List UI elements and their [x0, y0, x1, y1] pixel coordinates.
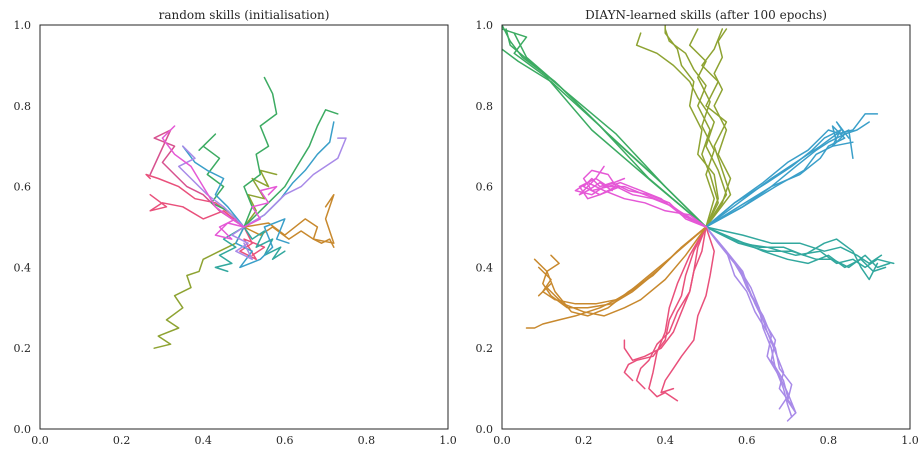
skill-trajectory	[231, 226, 253, 261]
skill-trajectory	[153, 226, 245, 349]
skill-trajectory	[198, 133, 245, 228]
skill-trajectory	[546, 226, 707, 317]
x-tick-labels: 0.0 0.2 0.4 0.6 0.8 1.0	[31, 434, 457, 447]
skill-trajectory	[537, 226, 707, 305]
skill-trajectory	[705, 226, 879, 281]
skill-trajectory	[243, 76, 278, 228]
x-tick-label: 0.8	[358, 434, 376, 447]
skill-trajectory	[705, 226, 793, 406]
x-tick-label: 0.4	[656, 434, 674, 447]
y-tick-labels: 0.0 0.2 0.4 0.6 0.8 1.0	[476, 19, 494, 436]
skill-trajectory	[705, 121, 870, 228]
skill-trajectory	[502, 48, 707, 228]
x-tick-label: 0.0	[493, 434, 511, 447]
skill-trajectory	[705, 129, 854, 228]
skill-trajectory	[243, 193, 335, 244]
skill-trajectory	[574, 177, 707, 228]
y-tick-label: 0.6	[14, 181, 32, 194]
skill-trajectory	[214, 218, 245, 240]
skill-trajectory	[214, 226, 245, 273]
skill-trajectory	[243, 121, 335, 228]
y-tick-label: 0.8	[14, 100, 32, 113]
skill-trajectory	[537, 226, 707, 317]
x-tick-label: 1.0	[439, 434, 457, 447]
skill-trajectory	[705, 226, 883, 265]
y-tick-label: 0.2	[476, 342, 494, 355]
skill-trajectory	[705, 226, 891, 269]
y-tick-labels: 0.0 0.2 0.4 0.6 0.8 1.0	[14, 19, 32, 436]
x-tick-label: 0.4	[194, 434, 212, 447]
skill-trajectory	[688, 28, 715, 228]
x-tick-label: 1.0	[901, 434, 919, 447]
skill-trajectory	[243, 226, 286, 261]
plot-area	[502, 25, 895, 422]
x-tick-label: 0.6	[738, 434, 756, 447]
chart-title: random skills (initialisation)	[159, 8, 330, 22]
skill-trajectory	[623, 226, 707, 362]
skill-trajectory	[525, 226, 707, 329]
skill-trajectory	[182, 145, 245, 228]
skill-trajectory	[243, 185, 278, 228]
panel-random-skills: random skills (initialisation) 0.0 0.2 0.4…	[14, 8, 457, 447]
skill-trajectory	[705, 113, 879, 228]
skill-trajectory	[623, 226, 707, 382]
skill-trajectory	[705, 121, 850, 228]
skill-trajectory	[635, 226, 707, 390]
chart-title: DIAYN-learned skills (after 100 epochs)	[585, 8, 827, 22]
skill-trajectory	[705, 226, 797, 414]
skill-trajectory	[660, 226, 715, 394]
x-tick-label: 0.2	[113, 434, 131, 447]
y-tick-label: 0.4	[476, 261, 494, 274]
skill-trajectory	[664, 28, 719, 228]
y-tick-label: 0.8	[476, 100, 494, 113]
plot-area	[145, 76, 347, 349]
skill-trajectory	[533, 226, 707, 309]
y-tick-label: 0.0	[476, 423, 494, 436]
y-tick-label: 0.0	[14, 423, 32, 436]
skill-trajectory	[578, 177, 707, 228]
skill-trajectory	[235, 218, 290, 269]
y-tick-label: 1.0	[476, 19, 494, 32]
skill-trajectory	[243, 137, 347, 228]
skill-trajectory	[705, 226, 789, 410]
y-tick-label: 0.4	[14, 261, 32, 274]
x-tick-label: 0.0	[31, 434, 49, 447]
y-tick-label: 0.2	[14, 342, 32, 355]
skill-trajectory	[701, 28, 732, 228]
skill-trajectory	[705, 125, 846, 228]
skill-trajectory	[161, 125, 245, 228]
panel-diayn-learned-skills: DIAYN-learned skills (after 100 epochs) …	[476, 8, 919, 447]
axes-frame	[39, 24, 449, 430]
x-tick-label: 0.6	[276, 434, 294, 447]
y-tick-label: 1.0	[14, 19, 32, 32]
skill-trajectory	[705, 129, 854, 228]
skill-trajectory	[243, 169, 278, 228]
y-tick-label: 0.6	[476, 181, 494, 194]
skill-trajectory	[513, 32, 707, 228]
x-tick-label: 0.8	[820, 434, 838, 447]
x-tick-label: 0.2	[575, 434, 593, 447]
skill-trajectory	[635, 32, 728, 228]
x-tick-labels: 0.0 0.2 0.4 0.6 0.8 1.0	[493, 434, 919, 447]
skill-trajectory	[239, 226, 266, 261]
skill-trajectory	[177, 145, 245, 228]
axes-frame	[501, 24, 911, 430]
